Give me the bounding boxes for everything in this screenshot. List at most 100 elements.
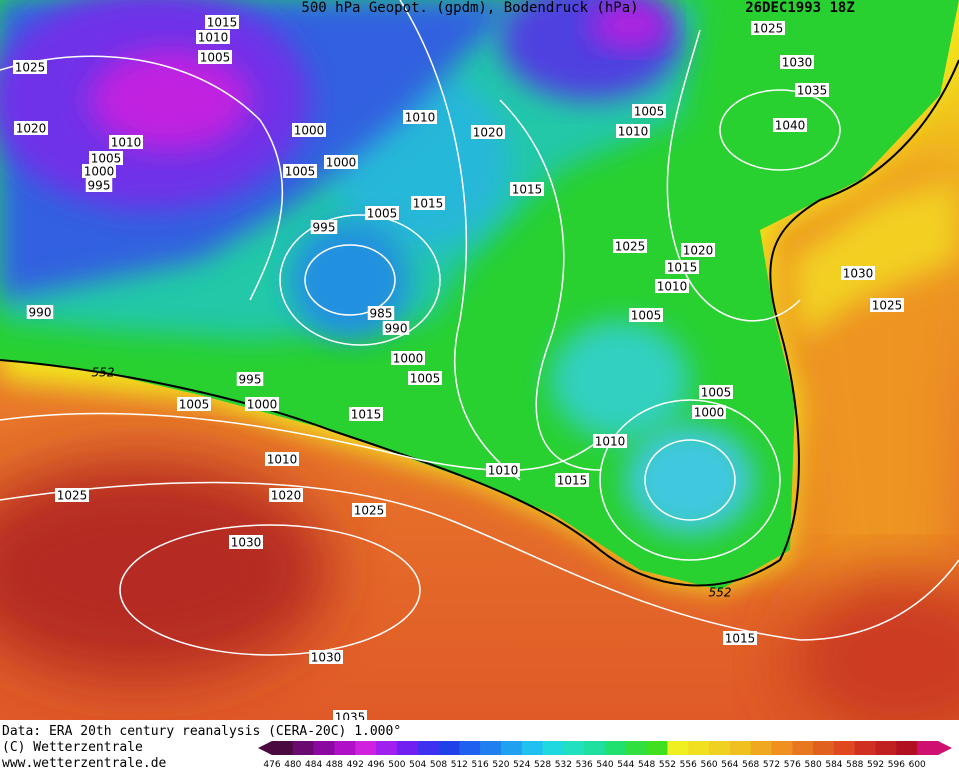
colorbar-swatch xyxy=(688,741,710,755)
isobar-label-box xyxy=(795,83,829,97)
colorbar-label: 600 xyxy=(909,760,926,770)
isobar-label: 1000 xyxy=(247,398,278,412)
isobar-label-box xyxy=(391,351,425,365)
isobar-label: 1030 xyxy=(843,267,874,281)
isobar-label: 552 xyxy=(709,586,732,600)
isobar-label: 1000 xyxy=(294,124,325,138)
isobar-label: 1010 xyxy=(488,464,519,478)
isobar-label-box xyxy=(89,151,123,165)
isobar-label: 1000 xyxy=(326,156,357,170)
isobar-label-box xyxy=(616,124,650,138)
isobar-label-box xyxy=(773,118,807,132)
colorbar-label: 548 xyxy=(638,760,655,770)
isobar-label-box xyxy=(269,488,303,502)
isobar-label: 1025 xyxy=(753,22,784,36)
colorbar: 476 480 484 488 492 496 500 504 508 512 516 520 524 5… xyxy=(258,741,952,770)
isobar-label-box xyxy=(780,55,814,69)
isobar-label-box xyxy=(681,243,715,257)
colorbar-end xyxy=(938,741,952,755)
isobar-label-box xyxy=(265,452,299,466)
isobar-label-box xyxy=(632,104,666,118)
colorbar-swatch xyxy=(396,741,419,755)
isobar-label-box xyxy=(471,125,505,139)
colorbar-swatch xyxy=(875,741,897,755)
isobar-label-box xyxy=(629,308,663,322)
isobar-label: 1030 xyxy=(782,56,813,70)
colorbar-swatch xyxy=(917,741,939,755)
isobar-label: 990 xyxy=(385,322,408,336)
isobar-label-box xyxy=(870,298,904,312)
website: www.wetterzentrale.de xyxy=(2,756,167,770)
colorbar-swatch xyxy=(500,741,523,755)
isobar-label-box xyxy=(55,488,89,502)
colorbar-label: 516 xyxy=(472,760,489,770)
colorbar-swatch xyxy=(459,741,481,755)
colorbar-swatch xyxy=(833,741,856,755)
isobar-label-box xyxy=(283,164,317,178)
colorbar-label: 536 xyxy=(576,760,593,770)
isobar-label-box xyxy=(26,305,54,319)
colorbar-label: 512 xyxy=(451,760,468,770)
colorbar-label: 532 xyxy=(555,760,572,770)
map-title: 500 hPa Geopot. (gpdm), Bodendruck (hPa) xyxy=(301,0,638,16)
isobar-label-box xyxy=(367,306,395,320)
data-source: Data: ERA 20th century reanalysis (CERA-… xyxy=(2,724,401,739)
isobar-label-box xyxy=(365,206,399,220)
isobar-label: 1005 xyxy=(91,152,122,166)
isobar-label-box xyxy=(408,371,442,385)
isobar-labels: 1015101010051025102010101005100099510001… xyxy=(13,15,904,725)
colorbar-label: 476 xyxy=(263,760,280,770)
isobar-label-box xyxy=(593,434,627,448)
isobar-label: 1035 xyxy=(797,84,828,98)
map-background xyxy=(0,0,959,750)
colorbar-swatch xyxy=(376,741,398,755)
isobar-label: 1030 xyxy=(231,536,262,550)
isobar-label-box xyxy=(109,135,143,149)
colorbar-swatch xyxy=(480,741,502,755)
isobar-label: 1010 xyxy=(198,31,229,45)
isobar-label: 995 xyxy=(88,179,111,193)
isobar-label-box xyxy=(292,123,326,137)
isobar-label-box xyxy=(723,631,757,645)
isobar-label-box xyxy=(245,397,279,411)
colorbar-swatch xyxy=(896,741,918,755)
colorbar-label: 560 xyxy=(700,760,717,770)
isobar-label-box xyxy=(309,650,343,664)
colorbar-swatch xyxy=(792,741,814,755)
isobar-label: 995 xyxy=(313,221,336,235)
colorbar-swatch xyxy=(625,741,648,755)
colorbar-label: 508 xyxy=(430,760,447,770)
isobar-label: 1015 xyxy=(207,16,238,30)
isobar-label-box xyxy=(699,385,733,399)
isobar-label: 1005 xyxy=(200,51,231,65)
isobar-label: 995 xyxy=(239,373,262,387)
colorbar-label: 504 xyxy=(409,760,426,770)
isobar-label-box xyxy=(411,196,445,210)
isobar-label-box xyxy=(655,279,689,293)
colorbar-swatch xyxy=(272,741,294,755)
isobar-label: 1005 xyxy=(634,105,665,119)
isobar-label-box xyxy=(14,121,48,135)
isobar-label: 1005 xyxy=(285,165,316,179)
colorbar-label: 528 xyxy=(534,760,551,770)
isobar-label: 1010 xyxy=(405,111,436,125)
isobar-label: 1015 xyxy=(725,632,756,646)
colorbar-label: 592 xyxy=(867,760,884,770)
isobar-label-box xyxy=(555,473,589,487)
isobar-label-box xyxy=(665,260,699,274)
isobar-label: 1015 xyxy=(351,408,382,422)
isobar-label: 1020 xyxy=(271,489,302,503)
colorbar-swatch xyxy=(813,741,835,755)
colorbar-swatch xyxy=(521,741,544,755)
isobar-label: 1015 xyxy=(413,197,444,211)
colorbar-swatch xyxy=(854,741,877,755)
isobar-label: 1025 xyxy=(57,489,88,503)
isobar-label: 1025 xyxy=(354,504,385,518)
isobar-label-box xyxy=(310,220,338,234)
isobar-label: 990 xyxy=(29,306,52,320)
colorbar-swatch xyxy=(563,741,585,755)
colorbar-label: 576 xyxy=(784,760,801,770)
colorbar-swatch xyxy=(646,741,668,755)
colorbar-label: 584 xyxy=(825,760,842,770)
colorbar-end xyxy=(258,741,272,755)
